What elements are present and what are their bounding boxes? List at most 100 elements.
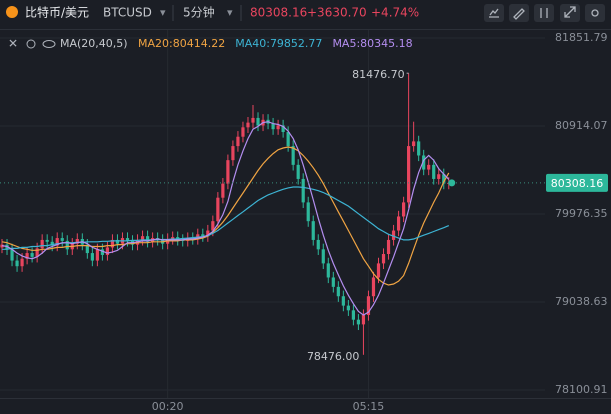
candle-body: [90, 253, 94, 261]
icon: [591, 9, 599, 17]
y-tick-label: 78100.91: [555, 383, 608, 396]
candle-body: [402, 202, 406, 217]
dropdown-arrow[interactable]: ▾: [227, 6, 233, 19]
candle-body: [366, 296, 371, 316]
candle-body: [391, 230, 396, 240]
icon: [489, 8, 499, 18]
candle-body: [140, 236, 145, 240]
candle-body: [281, 125, 285, 133]
candle-body: [291, 146, 295, 165]
draw-button[interactable]: [509, 4, 529, 22]
candle-body: [206, 230, 210, 237]
candle-body: [306, 202, 310, 222]
candle-body: [442, 174, 446, 184]
change-pct: +4.74%: [371, 6, 419, 20]
coin-icon: [6, 6, 18, 18]
candle-body: [417, 141, 421, 156]
candle-body: [286, 132, 290, 147]
candle-body: [396, 216, 401, 231]
candle-body: [125, 238, 130, 241]
candle-body: [316, 239, 320, 250]
last-price-dot: [448, 179, 456, 187]
candle-body: [371, 277, 376, 297]
candle-type-button[interactable]: [534, 4, 554, 22]
candle-body: [351, 310, 355, 320]
candle-body: [251, 117, 255, 123]
candle-body: [296, 164, 300, 179]
icon: [513, 8, 525, 20]
ma-line: [1, 121, 450, 316]
candle-body: [145, 236, 150, 242]
candle-body: [30, 253, 34, 257]
change: +3630.70: [307, 6, 367, 20]
interval[interactable]: 5分钟: [183, 5, 215, 20]
settings-icon[interactable]: [26, 39, 36, 49]
candle-body: [55, 238, 59, 246]
price-tag-label: 80308.16: [551, 177, 604, 190]
candle-body: [422, 155, 426, 170]
candle-body: [171, 237, 175, 239]
candle-body: [246, 122, 250, 128]
candle-body: [35, 248, 39, 257]
settings-button[interactable]: [585, 4, 605, 22]
candle-body: [110, 239, 115, 248]
candle-body: [311, 221, 315, 240]
candle-body: [216, 197, 220, 222]
toolbar-buttons: [484, 4, 605, 22]
candle-body: [115, 239, 120, 244]
candle-body: [100, 249, 104, 255]
candle-body: [50, 241, 54, 246]
symbol[interactable]: BTCUSD: [103, 6, 152, 20]
x-tick-label: 00:20: [152, 400, 184, 413]
y-tick-label: 79976.35: [555, 207, 608, 220]
candle-body: [437, 174, 441, 179]
ma-legend: MA40:79852.77: [235, 37, 322, 50]
dropdown-arrow[interactable]: ▾: [160, 6, 166, 19]
candle-body: [45, 239, 49, 242]
candle-body: [331, 277, 335, 287]
candle-body: [336, 286, 340, 297]
x-tick-label: 05:15: [353, 400, 385, 413]
candle-body: [10, 249, 14, 261]
candle-body: [231, 146, 235, 161]
candle-body: [432, 164, 436, 179]
candle-body: [326, 263, 330, 278]
candle-body: [361, 315, 366, 325]
candle-body: [427, 164, 431, 170]
candle-body: [386, 239, 391, 255]
candle-body: [105, 247, 110, 255]
indicator-button[interactable]: [484, 4, 504, 22]
candle-body: [226, 160, 230, 184]
candle-body: [25, 253, 29, 259]
candle-body: [60, 238, 64, 241]
candle-body: [412, 141, 416, 147]
candle-body: [346, 305, 350, 311]
candle-body: [301, 178, 305, 203]
candle-body: [236, 136, 240, 147]
ma-legend: MA20:80414.22: [138, 37, 225, 50]
ma-legend: MA5:80345.18: [332, 37, 412, 50]
symbol-name[interactable]: 比特币/美元: [25, 5, 89, 20]
price-tag: [546, 173, 608, 192]
visibility-icon[interactable]: [42, 40, 56, 48]
candle-body: [65, 240, 69, 250]
indicator-name: MA(20,40,5): [60, 37, 128, 50]
candle-body: [256, 117, 260, 126]
candle-body: [15, 260, 19, 267]
candle-body: [276, 125, 280, 130]
candle-body: [20, 258, 24, 267]
candle-body: [341, 296, 345, 306]
y-tick-label: 81851.79: [555, 31, 608, 44]
candle-body: [201, 234, 205, 237]
candle-body: [356, 319, 361, 325]
close-indicator[interactable]: ✕: [8, 37, 18, 51]
candle-body: [241, 127, 245, 137]
low-label: 78476.00: [307, 350, 360, 363]
icon: [540, 8, 548, 18]
candle-body: [381, 254, 386, 264]
y-tick-label: 80914.07: [555, 119, 608, 132]
high-label: 81476.70: [352, 68, 405, 81]
